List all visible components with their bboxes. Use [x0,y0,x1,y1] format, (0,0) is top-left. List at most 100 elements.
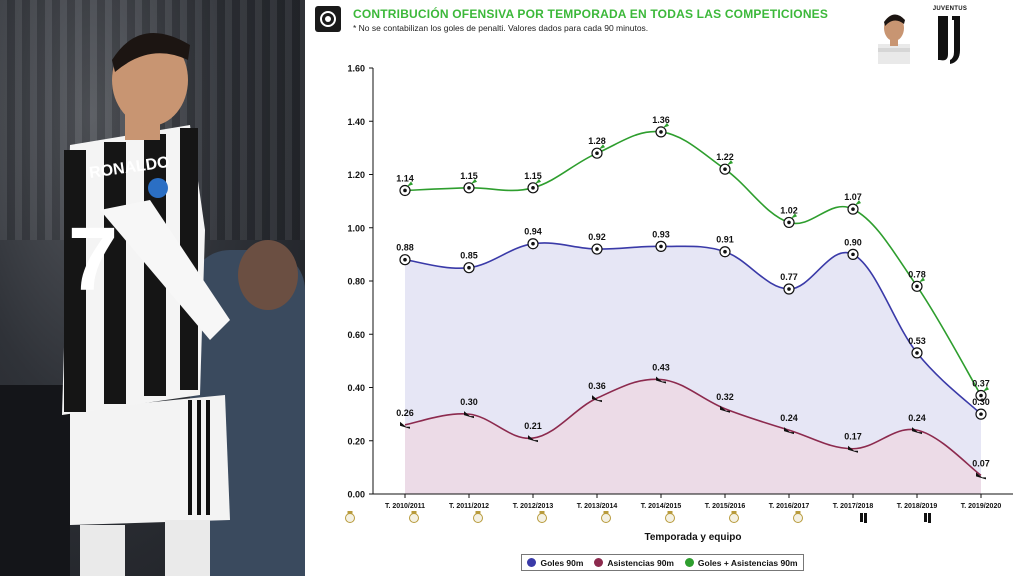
data-label: 0.77 [780,272,798,282]
data-label: 1.22 [716,152,734,162]
real-madrid-crest-part [729,513,739,523]
data-label: 0.30 [972,397,990,407]
data-label: 0.88 [396,243,414,253]
y-tick-label: 0.60 [347,330,365,340]
goal-marker [399,254,411,266]
boot-icon [535,178,541,184]
total-marker [783,213,797,229]
chart-subtitle: * No se contabilizan los goles de penalt… [353,23,649,33]
real-madrid-crest-part [411,511,417,514]
ball-icon-patch [723,249,727,254]
boot-icon [983,386,989,392]
real-madrid-crest-icon [409,511,419,523]
data-label: 0.32 [716,392,734,402]
ball-icon-patch [659,244,663,249]
ball-icon-patch [467,265,471,270]
goal-marker [847,248,859,260]
legend-label-goles: Goles 90m [540,557,584,568]
goal-marker [463,262,475,274]
legend-item-asistencias: Asistencias 90m [594,558,674,568]
data-label: 0.92 [588,232,606,242]
assist-marker [464,411,474,419]
assist-marker [528,435,538,443]
data-label: 0.24 [780,413,798,423]
boot-icon [528,435,538,443]
total-marker [911,277,925,292]
ball-icon-patch [915,351,919,355]
boot-icon [407,181,413,187]
boot-icon [791,213,797,219]
data-label: 0.30 [460,397,478,407]
boot-icon [720,405,730,413]
real-madrid-crest-part [345,513,355,523]
data-label: 0.43 [652,363,670,373]
total-marker [975,386,989,402]
total-marker [655,122,669,138]
goal-marker [911,347,923,359]
real-madrid-crest-part [473,513,483,523]
y-tick-label: 0.40 [347,383,365,393]
assist-marker [784,427,794,435]
real-madrid-crest-part [347,511,353,514]
boot-icon [848,445,858,453]
camera-equipment [0,385,70,576]
assist-marker [976,472,986,480]
boot-icon [471,178,477,184]
assist-marker [656,376,666,384]
juventus-crest-part [864,513,867,523]
legend-item-goles: Goles 90m [527,558,583,568]
player-photo: RONALDO 7 [0,0,305,576]
x-tick-label: T. 2011/2012 [449,503,489,510]
goal-marker [527,238,539,250]
goal-marker [975,408,987,420]
legend-label-total: Goles + Asistencias 90m [697,557,798,568]
real-madrid-crest-part [731,511,737,514]
boot-icon [919,277,925,283]
y-tick-label: 0.00 [347,490,365,500]
real-madrid-crest-part [475,511,481,514]
ball-icon-patch [531,241,535,246]
data-label: 1.15 [524,171,542,181]
ball-icon-patch [851,252,855,257]
y-tick-label: 1.00 [347,223,365,233]
y-tick-label: 0.20 [347,436,365,446]
y-tick-label: 0.80 [347,277,365,287]
data-label: 0.53 [908,336,926,346]
assist-marker [720,405,730,413]
data-label: 1.36 [652,115,670,125]
player-figure: RONALDO 7 [62,33,230,576]
total-marker [527,178,541,194]
x-tick-label: T. 2019/2020 [961,503,1002,510]
ball-icon-patch [595,151,599,155]
real-madrid-crest-icon [793,511,803,523]
real-madrid-crest-part [409,513,419,523]
goal-marker [783,283,795,295]
real-madrid-crest-icon [665,511,675,523]
ball-icon-patch [979,412,983,416]
legend-item-total: Goles + Asistencias 90m [684,557,798,568]
boot-icon [727,160,733,166]
site-logo-icon [315,6,341,32]
data-label: 0.07 [972,458,990,468]
x-tick-label: T. 2012/2013 [513,503,554,510]
boot-icon [976,472,986,480]
legend-label-asistencias: Asistencias 90m [607,557,674,568]
data-label: 1.15 [460,171,478,181]
assist-marker [848,445,858,453]
legend-swatch-goles [527,558,537,567]
data-label: 1.02 [780,205,798,215]
total-marker [719,160,733,175]
x-axis-label: Temporada y equipo [644,532,741,543]
x-tick-label: T. 2016/2017 [769,503,810,510]
data-label: 0.24 [908,413,926,423]
x-tick-label: T. 2017/2018 [833,503,874,510]
ball-icon-patch [595,247,599,251]
real-madrid-crest-part [539,511,545,514]
data-label: 0.94 [524,227,542,237]
club-logo-text: JUVENTUS [932,6,968,12]
juventus-crest-icon [924,513,931,523]
data-label: 1.28 [588,136,606,146]
boot-icon [656,376,666,384]
chart-area: 0.00 0.20 0.40 0.60 0.80 1.00 1.20 1.40 1.60 0.8… [345,64,1013,543]
boot-icon [912,427,922,435]
